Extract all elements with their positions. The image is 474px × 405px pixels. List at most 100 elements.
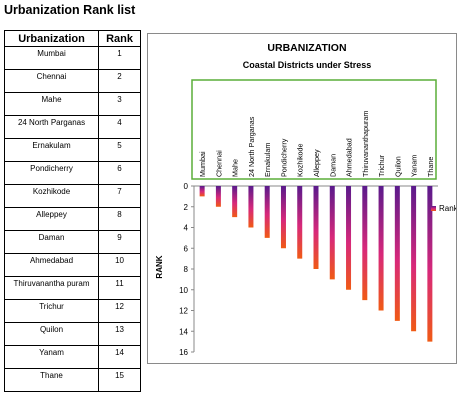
cell-district: Mahe [3,92,100,116]
table-row: 24 North Parganas 4 [3,115,141,139]
table-row: Chennai 2 [3,69,141,93]
bar [378,186,384,311]
bar [411,186,417,332]
legend: Rank [431,204,456,213]
bar [248,186,254,228]
header-urbanization: Urbanization [3,30,100,47]
cell-rank: 3 [98,92,141,116]
table-row: Kozhikode 7 [3,184,141,208]
x-tick-label: Mumbai [198,151,207,177]
bar [280,186,286,249]
x-tick-label: Trichur [377,154,386,177]
bar [264,186,270,238]
y-tick-label: 14 [179,327,188,336]
cell-rank: 6 [98,161,141,185]
y-tick-label: 0 [184,182,189,191]
cell-district: Mumbai [3,46,100,70]
table-row: Pondicherry 6 [3,161,141,185]
x-tick-label: Daman [328,154,337,177]
cell-rank: 7 [98,184,141,208]
bar [329,186,335,280]
bar [215,186,221,207]
cell-district: Chennai [3,69,100,93]
cell-district: Alleppey [3,207,100,231]
table-row: Thane 15 [3,368,141,392]
x-tick-label: Pondicherry [279,138,288,177]
y-tick-label: 6 [184,244,189,253]
cell-district: Kozhikode [3,184,100,208]
cell-rank: 9 [98,230,141,254]
page-title: Urbanization Rank list [4,3,136,17]
table-row: Ernakulam 5 [3,138,141,162]
cell-district: Quilon [3,322,100,346]
cell-rank: 2 [98,69,141,93]
bar [297,186,303,259]
bars [199,186,433,342]
cell-district: Thiruvanantha puram [3,276,100,300]
x-tick-label: Yanam [410,155,419,177]
bar [346,186,352,290]
bar [199,186,205,197]
x-tick-label: Thane [426,157,435,177]
cell-rank: 13 [98,322,141,346]
x-tick-label: Quilon [393,156,402,177]
x-tick-label: Ernakulam [263,143,272,177]
header-rank: Rank [98,30,141,47]
x-tick-label: Ahmedabad [345,138,354,177]
cell-rank: 11 [98,276,141,300]
cell-district: Yanam [3,345,100,369]
legend-label: Rank [439,204,456,213]
rank-table: Urbanization Rank Mumbai 1 Chennai 2 Mahe 3 24… [3,30,141,392]
x-tick-label: Chennai [214,150,223,177]
bar [232,186,238,218]
y-tick-label: 10 [179,286,188,295]
cell-rank: 12 [98,299,141,323]
cell-district: Pondicherry [3,161,100,185]
x-tick-label: 24 North Parganas [247,116,256,177]
table-row: Ahmedabad 10 [3,253,141,277]
cell-rank: 8 [98,207,141,231]
cell-rank: 5 [98,138,141,162]
y-tick-label: 4 [184,224,189,233]
bar [394,186,400,321]
cell-district: Daman [3,230,100,254]
cell-rank: 1 [98,46,141,70]
cell-rank: 10 [98,253,141,277]
x-tick-label: Mahe [231,159,240,177]
y-tick-label: 16 [179,348,188,357]
legend-swatch [431,206,436,211]
cell-rank: 14 [98,345,141,369]
y-tick-label: 8 [184,265,189,274]
table-row: Mumbai 1 [3,46,141,70]
cell-rank: 15 [98,368,141,392]
chart-title: URBANIZATION [267,42,346,54]
bar [313,186,319,269]
table-row: Quilon 13 [3,322,141,346]
table-row: Thiruvanantha puram 11 [3,276,141,300]
cell-rank: 4 [98,115,141,139]
table-body: Mumbai 1 Chennai 2 Mahe 3 24 North Parganas 4 Er… [3,46,141,392]
x-tick-label: Kozhikode [296,143,305,177]
y-tick-label: 12 [179,307,188,316]
category-label-box [191,79,437,180]
table-header-row: Urbanization Rank [3,30,141,47]
y-tick-label: 2 [184,203,189,212]
x-tick-label: Alleppey [312,149,321,177]
x-tick-label: Thiruvananthapuram [361,111,370,177]
cell-district: Ahmedabad [3,253,100,277]
table-row: Trichur 12 [3,299,141,323]
chart-svg: URBANIZATION Coastal Districts under Str… [155,42,456,357]
chart-panel: URBANIZATION Coastal Districts under Str… [147,33,457,364]
x-axis-labels: Mumbai Chennai Mahe 24 North Parganas Ernaku… [198,111,435,177]
table-row: Mahe 3 [3,92,141,116]
cell-district: 24 North Parganas [3,115,100,139]
chart-subtitle: Coastal Districts under Stress [243,60,372,70]
bar [362,186,368,301]
bar [427,186,433,342]
cell-district: Ernakulam [3,138,100,162]
cell-district: Thane [3,368,100,392]
table-row: Daman 9 [3,230,141,254]
cell-district: Trichur [3,299,100,323]
y-axis-label: RANK [155,255,164,278]
table-row: Alleppey 8 [3,207,141,231]
